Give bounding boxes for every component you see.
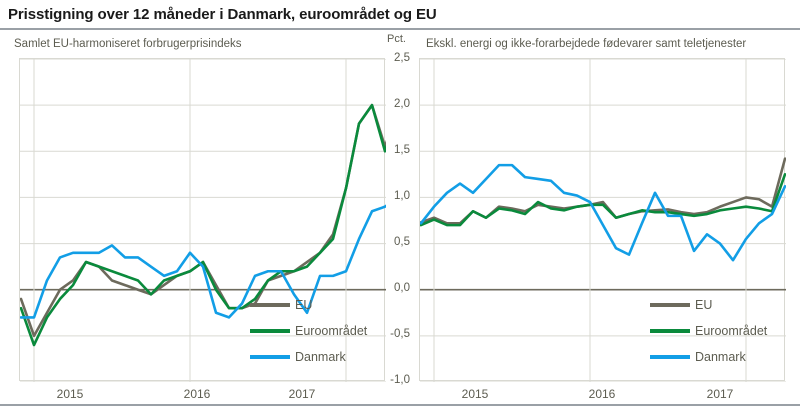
legend-swatch-danmark [250, 355, 290, 359]
legend-item-danmark[interactable]: Danmark [650, 344, 767, 370]
xtick-right-2015: 2015 [461, 387, 489, 401]
ytick-neg-1-0: -1,0 [390, 374, 410, 386]
legend-label-danmark: Danmark [695, 349, 746, 364]
ytick-2-0: 2,0 [394, 98, 410, 110]
page-title: Prisstigning over 12 måneder i Danmark, … [8, 6, 437, 23]
ytick-1-0: 1,0 [394, 190, 410, 202]
ytick-1-5: 1,5 [394, 144, 410, 156]
line-chart-right [420, 59, 786, 382]
series-line-euroomrdet [420, 173, 786, 227]
legend-label-euroomradet: Euroområdet [295, 323, 368, 338]
line-chart-left [20, 59, 386, 382]
panel-left-subtitle: Samlet EU-harmoniseret forbrugerprisinde… [14, 38, 242, 50]
legend-swatch-eu [250, 303, 290, 307]
legend-item-euroomradet[interactable]: Euroområdet [650, 318, 767, 344]
legend-swatch-eu [650, 303, 690, 307]
legend-label-eu: EU [295, 297, 313, 312]
panel-right: Pct. Ekskl. energi og ikke-forarbejdede … [387, 30, 800, 410]
legend-item-eu[interactable]: EU [250, 292, 367, 318]
plot-area-right [419, 58, 786, 382]
legend-label-eu: EU [695, 297, 713, 312]
legend-item-danmark[interactable]: Danmark [250, 344, 367, 370]
legend-item-eu[interactable]: EU [650, 292, 767, 318]
ytick-0-0: 0,0 [394, 282, 410, 294]
legend-swatch-danmark [650, 355, 690, 359]
panel-left: Samlet EU-harmoniseret forbrugerprisinde… [0, 30, 400, 410]
xtick-left-2015: 2015 [56, 387, 84, 401]
series-line-danmark [20, 204, 386, 319]
yaxis-unit-label: Pct. [387, 33, 406, 45]
plot-area-left [19, 58, 386, 382]
legend-right: EU Euroområdet Danmark [650, 292, 767, 370]
xtick-right-2016: 2016 [588, 387, 616, 401]
series-line-danmark [420, 163, 786, 262]
title-divider [0, 28, 800, 30]
legend-label-danmark: Danmark [295, 349, 346, 364]
legend-swatch-euroomradet [250, 329, 290, 333]
xtick-left-2016: 2016 [183, 387, 211, 401]
bottom-divider [0, 404, 800, 406]
legend-left: EU Euroområdet Danmark [250, 292, 367, 370]
ytick-2-5: 2,5 [394, 52, 410, 64]
legend-item-euroomradet[interactable]: Euroområdet [250, 318, 367, 344]
xtick-right-2017: 2017 [706, 387, 734, 401]
ytick-0-5: 0,5 [394, 236, 410, 248]
legend-swatch-euroomradet [650, 329, 690, 333]
series-line-euroomrdet [20, 103, 386, 347]
xtick-left-2017: 2017 [288, 387, 316, 401]
legend-label-euroomradet: Euroområdet [695, 323, 768, 338]
ytick-neg-0-5: -0,5 [390, 328, 410, 340]
panel-right-subtitle: Ekskl. energi og ikke-forarbejdede fødev… [426, 38, 747, 50]
